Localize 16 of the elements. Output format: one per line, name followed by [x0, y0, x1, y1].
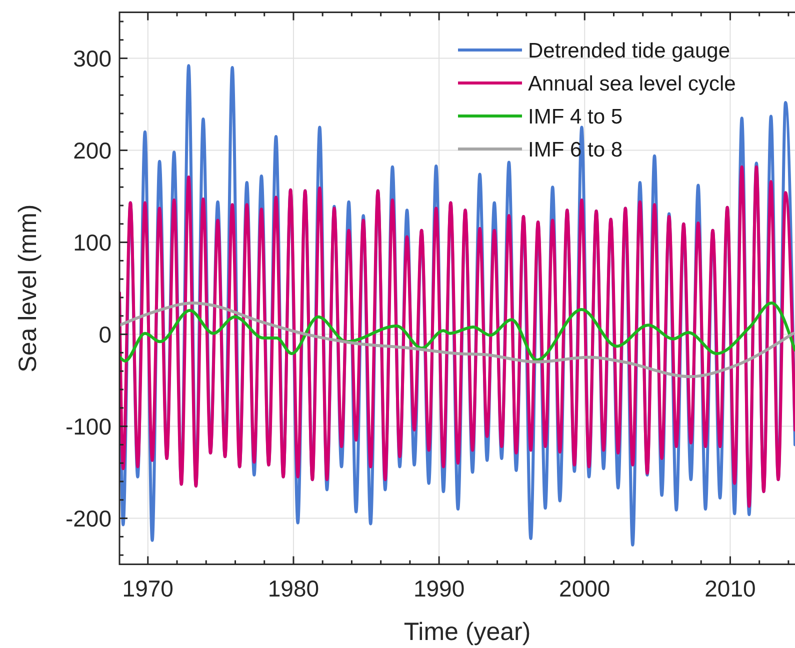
x-tick-label: 1970: [122, 575, 174, 602]
y-tick-label: -200: [65, 505, 112, 532]
legend-label: Detrended tide gauge: [528, 39, 730, 62]
x-tick-label: 1980: [268, 575, 320, 602]
x-tick-label: 1990: [413, 575, 465, 602]
y-tick-label: 200: [73, 137, 112, 164]
y-axis-title: Sea level (mm): [14, 204, 42, 372]
y-tick-label: 300: [73, 45, 112, 72]
y-tick-label: 0: [98, 321, 112, 348]
x-axis-title: Time (year): [404, 618, 531, 646]
legend-label: Annual sea level cycle: [528, 72, 736, 96]
x-tick-label: 2000: [559, 575, 610, 602]
x-tick-label: 2010: [704, 575, 756, 602]
legend-label: IMF 4 to 5: [528, 105, 623, 128]
y-tick-label: -100: [65, 413, 112, 440]
y-tick-label: 100: [73, 229, 112, 256]
